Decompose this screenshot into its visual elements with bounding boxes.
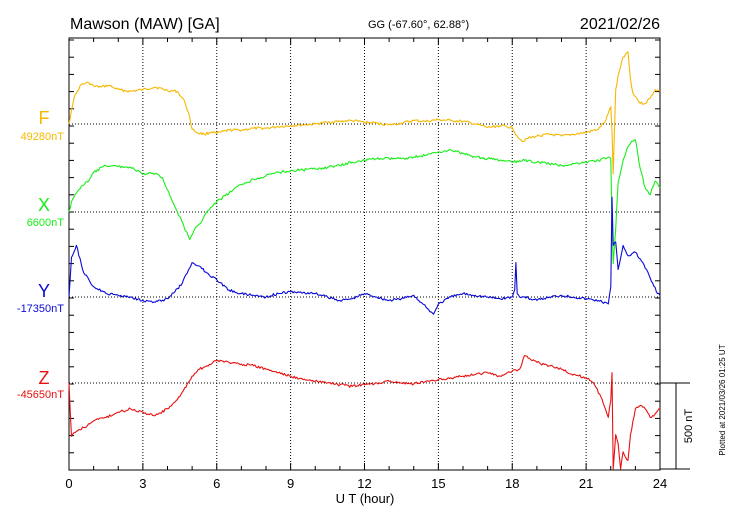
x-tick-label: 15 <box>431 476 445 491</box>
series-name-x: X <box>38 195 50 215</box>
x-axis-title: U T (hour) <box>336 491 395 506</box>
x-tick-label: 21 <box>579 476 593 491</box>
series-line-x <box>68 139 661 265</box>
series-group <box>68 51 661 470</box>
x-tick-label: 12 <box>357 476 371 491</box>
station-title: Mawson (MAW) [GA] <box>70 16 220 33</box>
axis-ticks <box>68 38 661 471</box>
x-tick-label: 3 <box>139 476 146 491</box>
grid <box>142 38 587 470</box>
x-tick-label: 0 <box>65 476 72 491</box>
scale-bar-label: 500 nT <box>683 409 695 444</box>
series-line-y <box>68 196 661 315</box>
baseline-value-y: -17350nT <box>17 303 64 315</box>
plotted-at-note: Plotted at 2021/03/26 01:25 UT <box>718 344 727 455</box>
series-labels: F 49280nT X 6600nT Y -17350nT Z-45650nT <box>17 108 64 401</box>
series-line-z <box>68 354 661 470</box>
x-tick-label: 6 <box>213 476 220 491</box>
scale-bar: 500 nT <box>660 382 695 470</box>
date-label: 2021/02/26 <box>580 16 660 33</box>
x-tick-label: 18 <box>505 476 519 491</box>
baseline-value-f: 49280nT <box>21 131 65 143</box>
baseline-value-z: -45650nT <box>17 389 64 401</box>
x-tick-label: 9 <box>287 476 294 491</box>
series-name-f: F <box>39 108 50 128</box>
baseline-value-x: 6600nT <box>27 217 65 229</box>
x-tick-labels: 0 3 6 9 12 15 18 21 24 <box>65 476 667 491</box>
coordinates-label: GG (-67.60°, 62.88°) <box>368 19 469 31</box>
series-name-z: Z <box>39 368 50 388</box>
series-line-f <box>68 51 661 175</box>
series-name-y: Y <box>38 281 50 301</box>
x-tick-label: 24 <box>653 476 667 491</box>
